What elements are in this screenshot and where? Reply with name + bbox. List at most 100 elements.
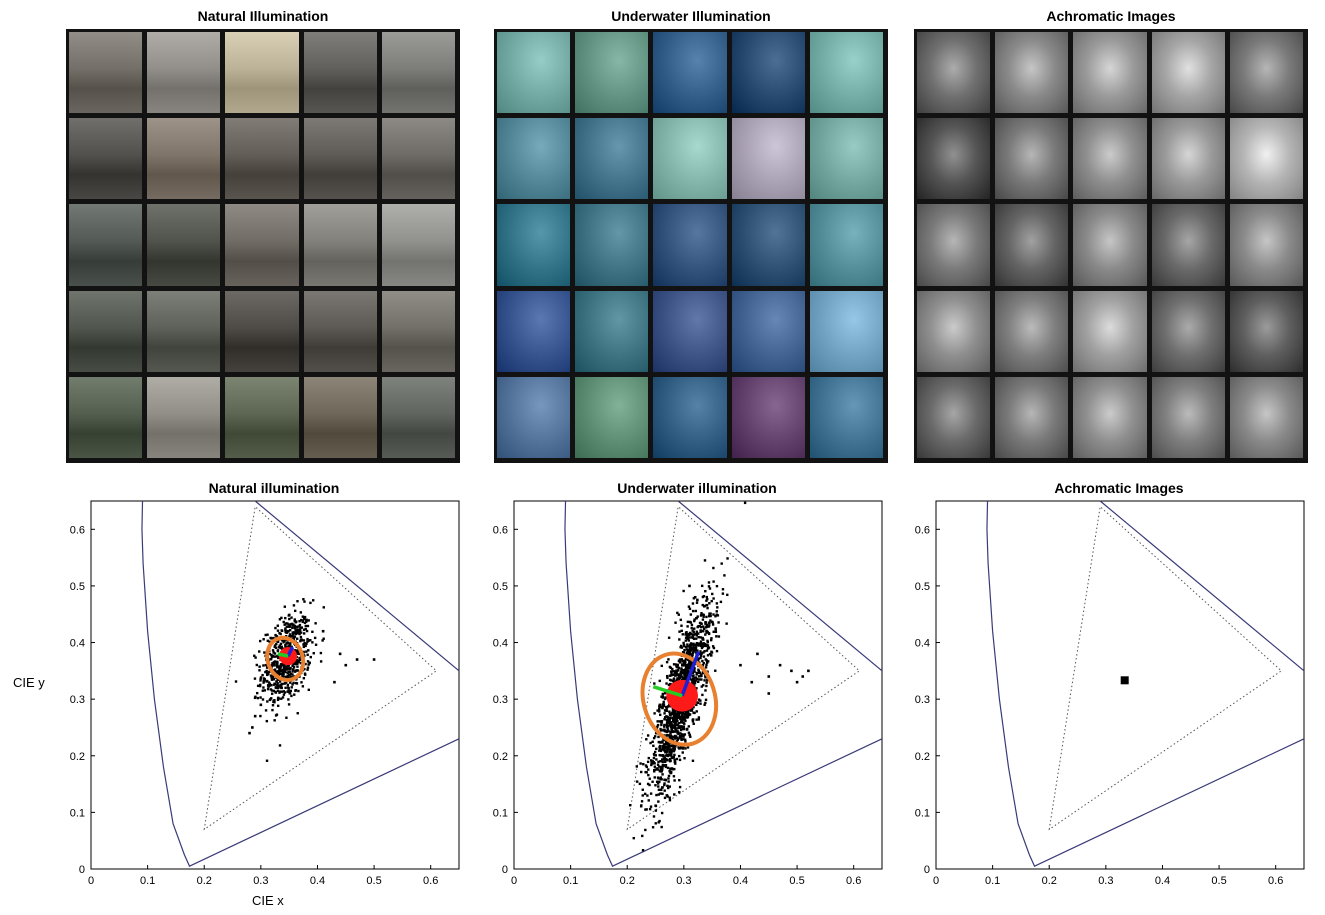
scatter-point [678, 791, 681, 794]
scatter-point [674, 723, 677, 726]
scatter-point [699, 642, 703, 646]
scatter-point [296, 712, 299, 715]
scatter-point [671, 709, 675, 712]
scatter-point [670, 670, 673, 673]
grid-image-tile [147, 204, 221, 286]
scatter-point [666, 715, 669, 719]
scatter-point [686, 674, 689, 678]
scatter-point [661, 773, 664, 776]
scatter-point [678, 785, 682, 789]
scatter-point [660, 825, 663, 829]
scatter-point [276, 661, 279, 665]
scatter-point [309, 655, 312, 659]
scatter-point [695, 634, 698, 637]
scatter-point [668, 750, 671, 754]
scatter-point [261, 673, 264, 677]
scatter-point [268, 670, 271, 674]
scatter-point [640, 770, 643, 774]
scatter-point [697, 635, 700, 639]
grid-image-tile [575, 118, 649, 200]
scatter-point [273, 644, 277, 647]
scatter-point [683, 674, 686, 677]
scatter-point [664, 705, 668, 709]
scatter-point [693, 618, 696, 621]
image-grid-achromatic [914, 29, 1308, 463]
scatter-point [692, 646, 695, 649]
scatter-point [705, 615, 708, 619]
scatter-point [687, 639, 691, 642]
scatter-point [723, 574, 726, 577]
scatter-point [701, 613, 704, 616]
scatter-point [270, 655, 274, 659]
scatter-point [672, 673, 675, 676]
scatter-point [292, 604, 296, 607]
scatter-point [270, 653, 273, 657]
scatter-point [272, 662, 276, 666]
scatter-point [261, 698, 265, 701]
scatter-point [665, 709, 669, 712]
scatter-point [262, 664, 265, 667]
scatter-point [268, 682, 272, 686]
scatter-point [642, 762, 645, 766]
scatter-point [290, 616, 293, 619]
scatter-point [700, 584, 704, 588]
x-tick-label: 0.2 [197, 875, 212, 887]
scatter-point [704, 698, 708, 701]
y-tick-label: 0.6 [915, 524, 930, 536]
scatter-point [659, 727, 662, 731]
scatter-point [705, 663, 708, 667]
grid-image-tile [69, 32, 143, 114]
scatter-point [663, 783, 666, 787]
scatter-point [690, 636, 693, 639]
scatter-point [673, 758, 676, 762]
scatter-point [691, 602, 695, 605]
scatter-point [284, 670, 287, 674]
scatter-point [688, 643, 692, 646]
scatter-point [657, 760, 660, 764]
scatter-point [678, 758, 682, 762]
scatter-point [706, 597, 709, 601]
y-tick-label: 0.5 [915, 581, 930, 593]
grid-image-tile [809, 32, 883, 114]
scatter-point [338, 652, 342, 656]
scatter-point [292, 636, 296, 639]
scatter-point [663, 796, 667, 800]
scatter-point [291, 683, 294, 686]
scatter-point [705, 604, 709, 607]
scatter-point [675, 736, 679, 739]
scatter-point [682, 644, 686, 648]
scatter-point [668, 721, 672, 724]
scatter-point [678, 779, 681, 782]
scatter-point [314, 643, 318, 646]
scatter-point [656, 763, 660, 766]
scatter-point [322, 606, 325, 609]
scatter-point [291, 670, 294, 673]
scatter-point [698, 621, 702, 625]
grid-image-tile [1229, 376, 1303, 458]
scatter-point [703, 559, 707, 562]
scatter-point [660, 695, 663, 698]
scatter-point [305, 619, 308, 622]
scatter-point [281, 696, 285, 699]
scatter-point [663, 725, 666, 728]
y-tick-label: 0 [79, 864, 85, 876]
scatter-point [715, 635, 718, 638]
grid-image-tile [381, 32, 455, 114]
scatter-point [644, 828, 647, 832]
scatter-point [262, 638, 265, 641]
scatter-point [684, 747, 687, 750]
y-tick-label: 0.3 [915, 694, 930, 706]
scatter-point [679, 721, 683, 724]
scatter-point [674, 621, 677, 624]
scatter-point [655, 780, 659, 784]
scatter-point [672, 670, 675, 673]
scatter-point [705, 659, 708, 662]
scatter-point [682, 725, 686, 728]
scatter-point [294, 670, 297, 673]
scatter-point [690, 623, 694, 627]
scatter-point [688, 632, 692, 635]
scatter-point [711, 621, 714, 624]
scatter-point [703, 703, 706, 706]
scatter-point [307, 663, 310, 666]
scatter-point [677, 714, 681, 717]
